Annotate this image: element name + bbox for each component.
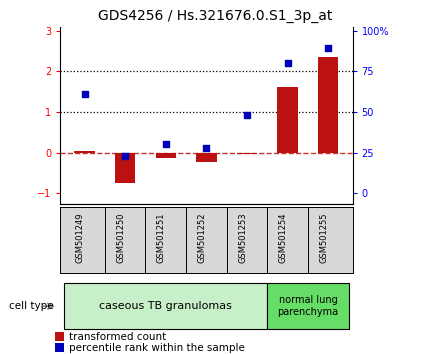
Bar xyxy=(115,153,135,183)
Text: GSM501251: GSM501251 xyxy=(157,212,166,263)
Text: caseous TB granulomas: caseous TB granulomas xyxy=(99,301,232,311)
Bar xyxy=(237,153,257,154)
Text: normal lung
parenchyma: normal lung parenchyma xyxy=(277,295,338,317)
Text: GSM501250: GSM501250 xyxy=(116,212,125,263)
Point xyxy=(81,91,88,97)
Point xyxy=(122,153,129,158)
Point xyxy=(203,145,210,151)
Bar xyxy=(277,87,298,153)
Text: GSM501252: GSM501252 xyxy=(197,212,206,263)
Text: GSM501255: GSM501255 xyxy=(319,212,328,263)
Bar xyxy=(196,153,217,162)
Bar xyxy=(74,151,95,153)
Point xyxy=(325,45,332,51)
Point xyxy=(284,60,291,66)
Bar xyxy=(55,343,64,352)
Point xyxy=(163,141,169,147)
Text: transformed count: transformed count xyxy=(69,331,166,342)
Text: GSM501254: GSM501254 xyxy=(279,212,288,263)
Bar xyxy=(318,57,338,153)
Bar xyxy=(267,283,349,329)
Text: percentile rank within the sample: percentile rank within the sample xyxy=(69,343,245,353)
Text: cell type: cell type xyxy=(9,301,53,311)
Point xyxy=(243,113,250,118)
Text: GSM501249: GSM501249 xyxy=(76,212,85,263)
Bar xyxy=(156,153,176,158)
Text: GSM501253: GSM501253 xyxy=(238,212,247,263)
Bar xyxy=(55,332,64,341)
Bar xyxy=(64,283,267,329)
Text: GDS4256 / Hs.321676.0.S1_3p_at: GDS4256 / Hs.321676.0.S1_3p_at xyxy=(98,9,332,23)
